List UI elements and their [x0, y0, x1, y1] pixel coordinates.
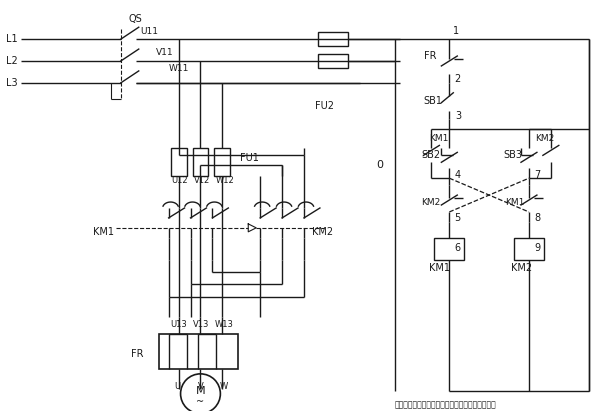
Text: 初学电工必看：自锁与互锁电气控制电路原理详解: 初学电工必看：自锁与互锁电气控制电路原理详解: [394, 400, 496, 409]
Text: 4: 4: [454, 170, 460, 180]
Bar: [193, 148, 208, 176]
Bar: [318, 54, 348, 68]
Bar: [514, 238, 544, 260]
Text: U12: U12: [172, 176, 188, 185]
Text: FR: FR: [131, 349, 143, 359]
Text: FR: FR: [425, 51, 437, 61]
Text: U13: U13: [170, 320, 187, 329]
Text: ~: ~: [196, 397, 205, 407]
Bar: [214, 148, 230, 176]
Text: L3: L3: [7, 78, 18, 88]
Text: 5: 5: [454, 213, 460, 223]
Text: W: W: [219, 382, 228, 391]
Text: 7: 7: [534, 170, 540, 180]
Text: M: M: [196, 386, 205, 396]
Text: SB1: SB1: [423, 96, 443, 106]
Text: KM1: KM1: [429, 262, 451, 273]
Text: 2: 2: [454, 74, 460, 84]
Text: 8: 8: [534, 213, 540, 223]
Text: SB2: SB2: [422, 150, 440, 160]
Text: V11: V11: [156, 47, 173, 56]
Text: FU2: FU2: [315, 101, 335, 111]
Bar: [170, 148, 187, 176]
Text: KM1: KM1: [429, 134, 449, 143]
Text: KM2: KM2: [312, 227, 333, 237]
Text: 6: 6: [454, 243, 460, 253]
Text: FU1: FU1: [240, 153, 259, 163]
Bar: [159, 334, 239, 369]
Text: KM2: KM2: [422, 197, 441, 206]
Text: KM2: KM2: [511, 262, 532, 273]
Text: 9: 9: [534, 243, 540, 253]
Bar: [318, 32, 348, 46]
Text: KM1: KM1: [505, 197, 524, 206]
Text: 0: 0: [376, 160, 383, 170]
Text: V: V: [198, 382, 203, 391]
Bar: [434, 238, 464, 260]
Text: L2: L2: [7, 56, 18, 66]
Text: 3: 3: [455, 110, 461, 121]
Text: W13: W13: [214, 320, 233, 329]
Text: V12: V12: [193, 176, 210, 185]
Text: QS: QS: [129, 14, 143, 24]
Text: W12: W12: [216, 176, 234, 185]
Text: 1: 1: [453, 26, 460, 36]
Text: L1: L1: [7, 34, 18, 44]
Text: U11: U11: [141, 27, 159, 36]
Text: KM1: KM1: [93, 227, 114, 237]
Text: W11: W11: [169, 64, 189, 73]
Text: SB3: SB3: [503, 150, 522, 160]
Text: KM2: KM2: [535, 134, 554, 143]
Text: U: U: [175, 382, 181, 391]
Text: V13: V13: [193, 320, 209, 329]
